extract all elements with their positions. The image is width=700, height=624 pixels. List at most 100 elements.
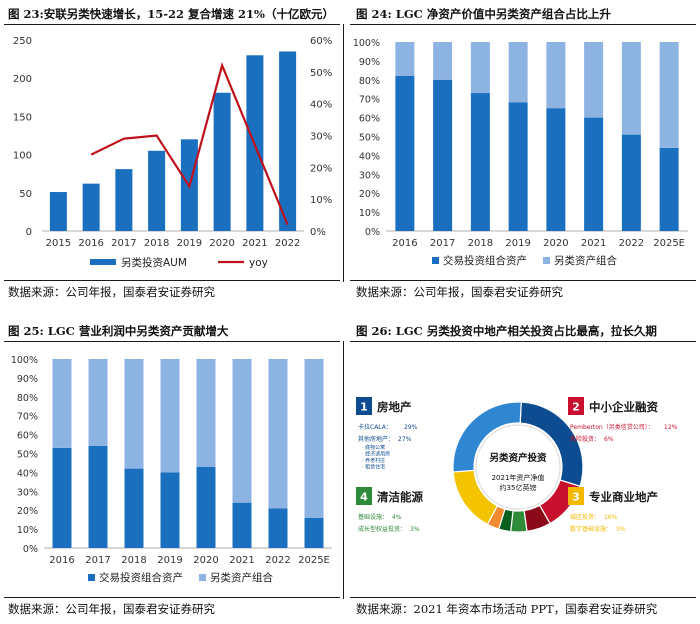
fig25-bar-alternative [160, 359, 180, 473]
fig24-bar-alternative [395, 42, 415, 77]
fig26-group-item-value: 12% [664, 424, 678, 431]
fig23-yoy-line [90, 62, 289, 226]
fig26-group-number-badge [568, 397, 584, 415]
fig24-bar-trading [508, 102, 528, 231]
fig25-chart: 0% 10% 20% 30% 40% 50% 60% 70% 80% 90% 100% 2016 201… [11, 355, 332, 584]
fig23-bar [82, 183, 100, 231]
fig24-ytick-label: 100% [353, 38, 380, 49]
fig24-ytick-label: 90% [359, 57, 380, 68]
fig24-ytick-label: 30% [359, 170, 380, 181]
fig24-xtick-label: 2022 [619, 238, 644, 249]
fig24-ytick-label: 70% [359, 95, 380, 106]
fig25-ytick-label: 60% [17, 431, 38, 442]
fig23-ytick-label: 250 [13, 36, 32, 47]
fig26-group-number: 1 [360, 401, 368, 414]
fig25-ytick-label: 30% [17, 487, 38, 498]
fig26-bottom-rule [350, 597, 696, 598]
fig24-bar-alternative [470, 42, 490, 94]
fig26-group-item-label: 基础设施： [358, 513, 388, 521]
fig26-group-number-badge [356, 487, 372, 505]
fig24-bar-alternative [659, 42, 679, 148]
fig24-legend-swatch-alternative [543, 257, 550, 264]
fig26-group-item-value: 6% [604, 436, 614, 443]
fig24-chart: 0% 10% 20% 30% 40% 50% 60% 70% 80% 90% 100% 2016 201… [353, 38, 688, 267]
fig23-xtick-label: 2016 [78, 238, 103, 249]
fig26-group-subitem: · 底物公寓 [362, 444, 385, 451]
fig24-bar-trading [395, 76, 415, 231]
fig23-xtick-label: 2015 [46, 238, 71, 249]
fig26-donut-segment [452, 401, 522, 473]
fig24-ytick-label: 40% [359, 151, 380, 162]
fig24-ytick-label: 50% [359, 133, 380, 144]
fig23-chart: 0 50 100 150 200 250 0% 10% 20% 30% 40% 50% 60% 2015 2… [13, 36, 332, 269]
fig26-group-item-label: 成长型权益投资： [358, 525, 406, 533]
fig26-group-name: 清洁能源 [377, 490, 423, 504]
fig25-bar-alternative [124, 359, 144, 469]
fig23-y2tick-label: 20% [310, 163, 332, 174]
fig25-bar-trading [88, 445, 108, 548]
fig26-group-number: 4 [360, 491, 368, 504]
fig25-bar-trading [160, 472, 180, 548]
fig26-group-item-label: Pemberton（另类信贷公司）： [570, 423, 654, 431]
fig26-group-item-label: 城区投资： [570, 513, 600, 521]
fig24-legend-swatch-trading [432, 257, 439, 264]
fig25-ytick-label: 90% [17, 374, 38, 385]
fig25-bar-alternative [304, 359, 324, 518]
fig26-center-title: 另类资产投资 [489, 452, 547, 464]
fig24-ytick-label: 80% [359, 76, 380, 87]
fig26-group-subitem: · 养老村庄 [362, 457, 385, 464]
fig23-bottom-rule [4, 280, 340, 281]
fig25-legend-swatch-alternative [199, 574, 206, 581]
fig26-group-item-label: 数字基础设施： [570, 525, 612, 533]
fig25-title: 图 25: LGC 营业利润中另类资产贡献增大 [8, 324, 229, 338]
fig23-legend-label-aum: 另类投资AUM [121, 256, 187, 269]
fig26-group-name: 房地产 [377, 400, 412, 414]
fig25-ytick-label: 50% [17, 450, 38, 461]
fig23-ytick-label: 50 [19, 189, 32, 200]
fig23-xtick-label: 2017 [111, 238, 136, 249]
fig24-title-rule [350, 24, 696, 25]
fig25-ytick-label: 70% [17, 412, 38, 423]
fig23-y2tick-label: 60% [310, 36, 332, 47]
fig25-xtick-label: 2018 [121, 555, 146, 566]
fig23-y2tick-label: 10% [310, 195, 332, 206]
fig24-bar-trading [621, 134, 641, 231]
fig26-source: 数据来源：2021 年资本市场活动 PPT，国泰君安证券研究 [356, 602, 658, 616]
fig23-title: 图 23:安联另类快速增长，15-22 复合增速 21%（十亿欧元） [8, 7, 334, 21]
fig23-ytick-label: 200 [13, 74, 32, 85]
fig24-bottom-rule [350, 280, 696, 281]
fig25-legend-label-alternative: 另类资产组合 [210, 571, 273, 584]
fig23-xtick-label: 2018 [144, 238, 169, 249]
fig24-legend-label-trading: 交易投资组合资产 [443, 254, 527, 267]
fig23-xtick-label: 2022 [275, 238, 300, 249]
fig26-group-item-label: 其他房地产： [358, 435, 394, 443]
fig24-bar-trading [546, 108, 566, 231]
fig26-group-item-value: 16% [604, 514, 618, 521]
fig26-group-item-label: 风险投资： [570, 435, 600, 443]
fig24-xtick-label: 2018 [468, 238, 493, 249]
fig26-group-number-badge [568, 487, 584, 505]
fig25-legend-swatch-trading [88, 574, 95, 581]
fig23-ytick-label: 150 [13, 112, 32, 123]
fig25-bar-trading [52, 447, 72, 548]
fig25-ytick-label: 80% [17, 393, 38, 404]
fig26-group-name: 中小企业融资 [589, 400, 658, 414]
fig25-xtick-label: 2025E [298, 555, 330, 566]
fig23-y2tick-label: 0% [310, 227, 326, 238]
fig26-group-name: 专业商业地产 [589, 490, 658, 504]
divider-bottom [343, 341, 344, 599]
fig25-xtick-label: 2016 [49, 555, 74, 566]
fig26-donut-center [475, 424, 561, 510]
fig26-group-item-value: 27% [398, 436, 412, 443]
fig24-ytick-label: 10% [359, 208, 380, 219]
fig26-group-number: 2 [572, 401, 580, 414]
fig23-ytick-label: 100 [13, 151, 32, 162]
fig25-xtick-label: 2017 [85, 555, 110, 566]
fig26-title: 图 26: LGC 另类投资中地产相关投资占比最高，拉长久期 [356, 324, 657, 338]
fig25-bar-alternative [52, 359, 72, 448]
fig24-ytick-label: 0% [365, 227, 380, 238]
fig25-bar-trading [124, 468, 144, 548]
fig23-xtick-label: 2020 [209, 238, 234, 249]
fig26-group-subitem: · 经济适用房 [362, 451, 390, 458]
fig23-xtick-label: 2021 [242, 238, 267, 249]
